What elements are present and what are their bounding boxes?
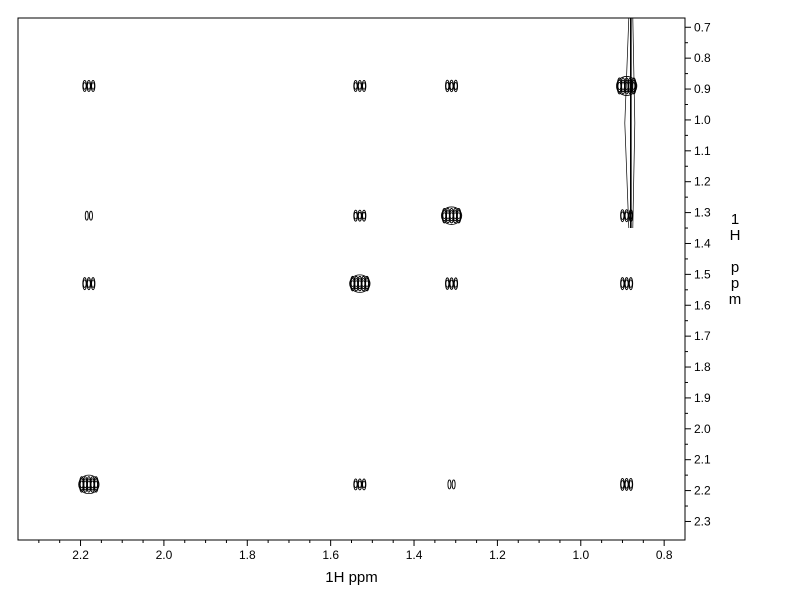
y-tick-label: 1.2: [694, 175, 711, 189]
y-tick-label: 1.6: [694, 298, 711, 312]
y-tick-label: 1.0: [694, 113, 711, 127]
peaks-layer: [78, 76, 638, 495]
cross-peak: [84, 210, 93, 221]
cross-peak: [447, 479, 456, 490]
y-axis-title-char: p: [731, 259, 739, 276]
x-tick-label: 2.0: [156, 548, 173, 562]
y-tick-label: 1.8: [694, 360, 711, 374]
cross-peak: [82, 80, 96, 92]
y-tick-label: 2.0: [694, 422, 711, 436]
streak-outline: [632, 17, 636, 229]
cross-peak: [445, 277, 459, 290]
x-tick-label: 1.6: [322, 548, 339, 562]
y-tick-label: 0.9: [694, 82, 711, 96]
cross-peak: [620, 477, 634, 491]
y-axis-title-char: H: [730, 227, 741, 244]
x-tick-label: 1.4: [406, 548, 423, 562]
y-tick-label: 0.7: [694, 20, 711, 34]
y-tick-label: 1.5: [694, 267, 711, 281]
y-tick-label: 0.8: [694, 51, 711, 65]
cross-peak: [353, 80, 367, 92]
cross-peak: [82, 277, 96, 291]
y-tick-label: 1.4: [694, 236, 711, 250]
cross-peak: [353, 478, 367, 491]
y-tick-label: 2.2: [694, 484, 711, 498]
cross-peak: [620, 277, 634, 291]
x-tick-label: 1.2: [489, 548, 506, 562]
x-tick-label: 1.0: [572, 548, 589, 562]
cross-peak: [440, 206, 463, 225]
x-axis: 2.2 2.0 1.8 1.6 1.4 1.2 1.0 0.8: [38, 540, 673, 562]
diagonal-streak-layer: [624, 17, 636, 229]
y-tick-label: 1.3: [694, 206, 711, 220]
y-tick-label: 2.1: [694, 453, 711, 467]
cross-peak: [78, 474, 100, 495]
x-tick-label: 0.8: [656, 548, 673, 562]
y-tick-label: 2.3: [694, 514, 711, 528]
y-tick-label: 1.1: [694, 144, 711, 158]
cross-peak: [353, 209, 367, 222]
x-tick-label: 2.2: [72, 548, 89, 562]
y-axis: 0.7 0.8 0.9 1.0 1.1 1.2 1.3 1.4 1.5 1.6 1.7 1.8 1.9 2…: [685, 20, 711, 528]
y-axis-title-char: m: [729, 291, 742, 308]
y-tick-label: 1.7: [694, 329, 711, 343]
streak-outline: [624, 17, 630, 229]
x-axis-title: 1H ppm: [325, 569, 378, 586]
cross-peak: [445, 79, 459, 93]
y-axis-title-char: 1: [731, 211, 739, 228]
cross-peak: [349, 274, 371, 293]
y-tick-label: 1.9: [694, 391, 711, 405]
x-tick-label: 1.8: [239, 548, 256, 562]
y-axis-title-char: p: [731, 275, 739, 292]
